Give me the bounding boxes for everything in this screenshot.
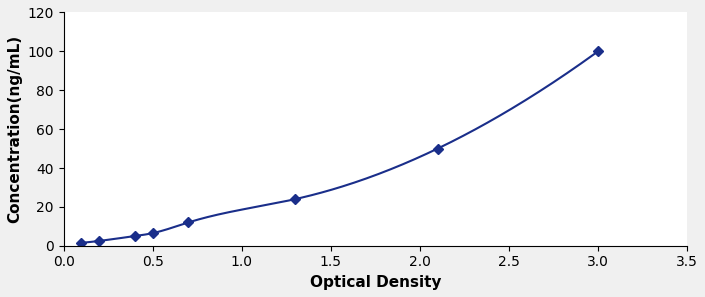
Y-axis label: Concentration(ng/mL): Concentration(ng/mL) xyxy=(7,35,22,223)
X-axis label: Optical Density: Optical Density xyxy=(309,275,441,290)
